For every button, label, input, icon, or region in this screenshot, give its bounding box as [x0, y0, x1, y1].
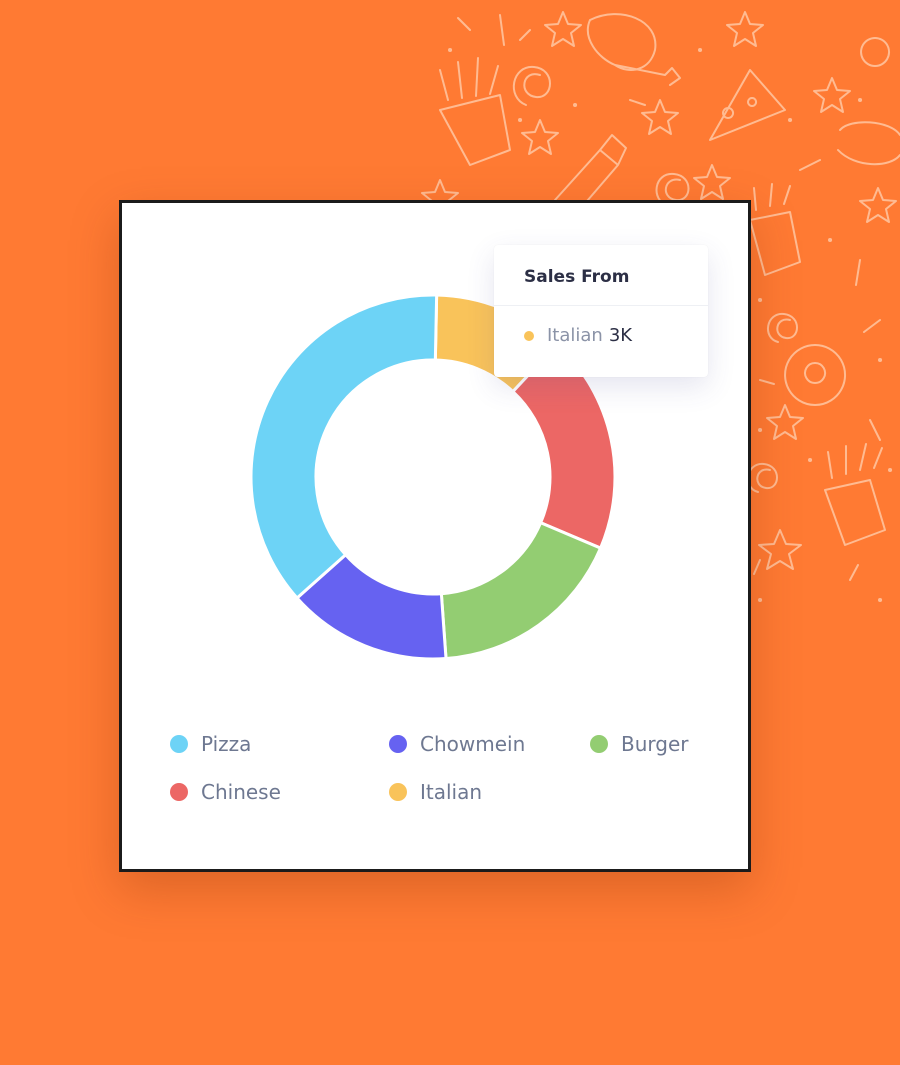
chart-legend: Pizza Chowmein Burger Chinese Italian [122, 203, 748, 869]
star-doodle-icon-2 [726, 11, 764, 47]
star-doodle-icon-8 [766, 404, 804, 440]
chicken-leg-doodle-icon [587, 13, 681, 86]
swirl-doodle-4 [747, 462, 778, 493]
donut-doodle-icon [784, 344, 846, 406]
swirl-doodle [512, 65, 551, 106]
star-doodle-icon-9 [758, 529, 802, 570]
legend-item-burger[interactable]: Burger [590, 732, 689, 756]
tooltip-divider [494, 305, 708, 306]
legend-color-dot [170, 783, 188, 801]
star-doodle-icon-3 [521, 119, 559, 155]
legend-color-dot [170, 735, 188, 753]
donut-chart [249, 293, 617, 661]
fries-doodle-icon-3 [749, 183, 801, 276]
donut-slice-burger[interactable] [439, 520, 603, 661]
ring-doodle [860, 37, 891, 67]
legend-item-italian[interactable]: Italian [389, 780, 482, 804]
star-doodle-icon-4 [641, 99, 679, 135]
hotdog-doodle-icon [837, 121, 900, 166]
tooltip-title: Sales From [524, 267, 630, 287]
legend-color-dot [389, 783, 407, 801]
legend-label: Pizza [201, 732, 252, 756]
swirl-doodle-3 [767, 312, 798, 343]
legend-label: Burger [621, 732, 689, 756]
legend-item-chowmein[interactable]: Chowmein [389, 732, 525, 756]
star-doodle-icon-5 [813, 77, 851, 113]
legend-item-chinese[interactable]: Chinese [170, 780, 281, 804]
star-doodle-icon-6 [693, 164, 731, 200]
donut-slice-pizza[interactable] [249, 293, 439, 601]
fries-doodle-icon [439, 57, 511, 166]
tooltip-value: 3K [608, 325, 633, 346]
legend-item-pizza[interactable]: Pizza [170, 732, 251, 756]
legend-color-dot [590, 735, 608, 753]
legend-label: Chowmein [420, 732, 526, 756]
tooltip-label: Italian [547, 325, 603, 346]
star-doodle-icon-1 [544, 11, 582, 47]
legend-label: Italian [420, 780, 483, 804]
tooltip-row: Italian 3K [524, 325, 632, 346]
fries-doodle-icon-2 [824, 443, 886, 546]
tooltip-color-dot [524, 330, 534, 341]
chart-card: Pizza Chowmein Burger Chinese Italian Sales … [119, 200, 751, 872]
legend-color-dot [389, 735, 407, 753]
legend-label: Chinese [201, 780, 281, 804]
pizza-slice-doodle-icon [709, 69, 786, 141]
star-doodle-icon-7 [859, 187, 897, 223]
chart-tooltip: Sales From Italian 3K [494, 245, 708, 377]
